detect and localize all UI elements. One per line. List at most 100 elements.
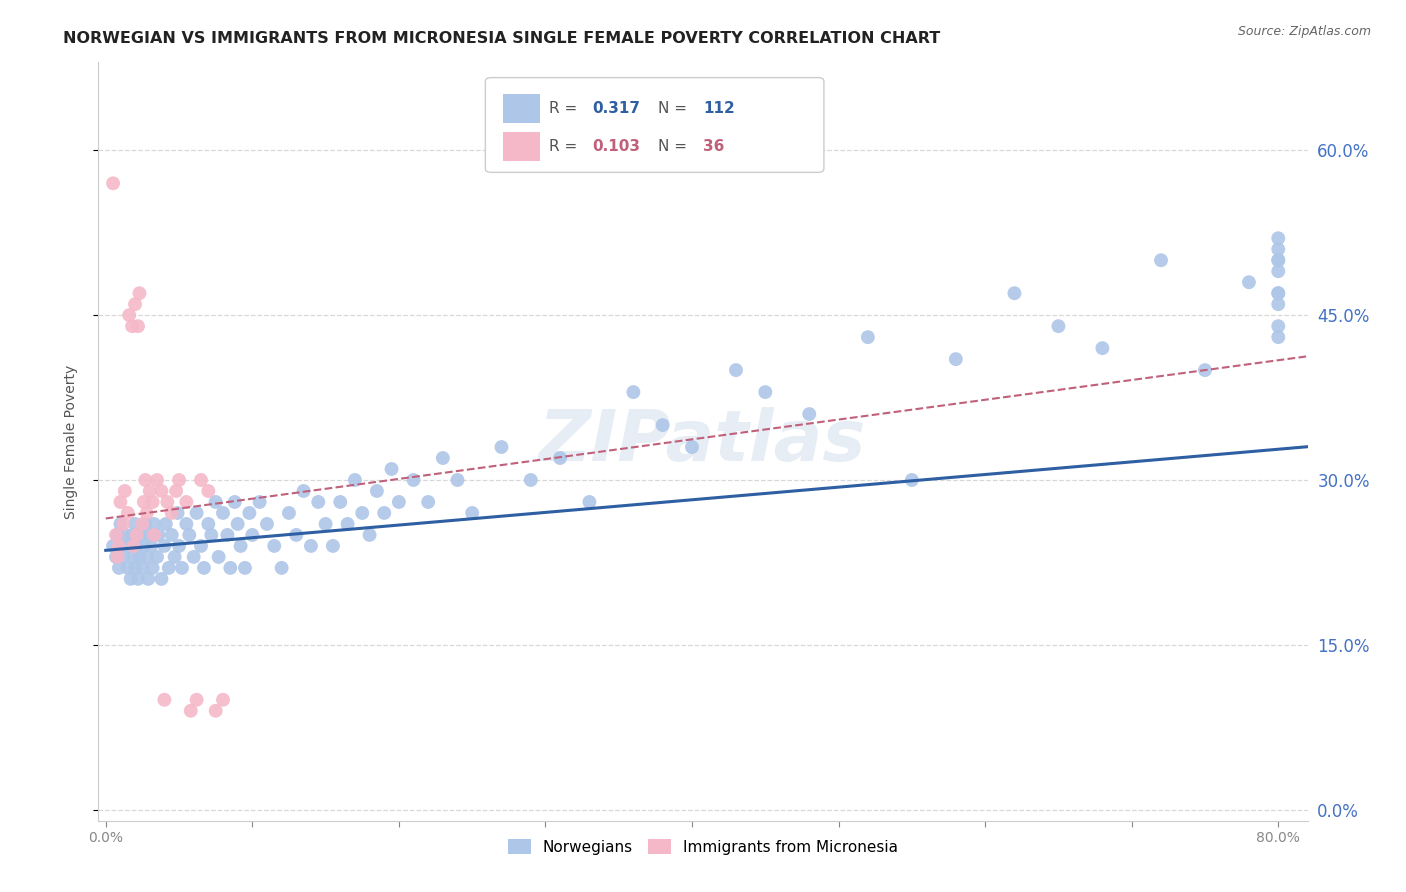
Legend: Norwegians, Immigrants from Micronesia: Norwegians, Immigrants from Micronesia [501,831,905,863]
Point [1237,275,1260,289]
Point [114,528,136,542]
Point [233,561,256,575]
Text: NORWEGIAN VS IMMIGRANTS FROM MICRONESIA SINGLE FEMALE POVERTY CORRELATION CHART: NORWEGIAN VS IMMIGRANTS FROM MICRONESIA … [63,31,941,46]
Point [138,483,160,498]
Point [229,539,252,553]
Point [1267,231,1289,245]
Point [1047,319,1070,334]
Point [132,539,155,553]
Point [110,539,132,553]
Point [322,539,344,553]
Point [153,539,176,553]
Point [945,352,967,367]
Point [336,516,359,531]
Point [129,528,152,542]
Point [352,506,374,520]
Point [118,539,141,553]
Y-axis label: Single Female Poverty: Single Female Poverty [63,365,77,518]
Point [373,506,395,520]
Text: 36: 36 [703,139,724,154]
Point [681,440,703,454]
Point [1150,253,1173,268]
Point [165,483,187,498]
Point [143,516,166,531]
Point [163,549,186,564]
Point [256,516,278,531]
Point [183,549,205,564]
Point [131,561,153,575]
Point [112,516,135,531]
Point [651,418,673,433]
Point [105,549,128,564]
Point [270,561,292,575]
Point [101,177,124,191]
Point [141,539,163,553]
Point [125,528,148,542]
Point [150,572,173,586]
Point [124,297,146,311]
Point [1267,242,1289,256]
Point [204,704,226,718]
Point [176,516,198,531]
FancyBboxPatch shape [485,78,824,172]
Point [799,407,821,421]
Point [118,308,141,322]
Point [1267,253,1289,268]
Point [117,506,139,520]
Point [107,528,129,542]
Point [219,561,242,575]
Point [212,692,235,706]
Point [108,539,131,553]
Point [121,319,143,334]
Text: R =: R = [550,101,582,116]
Text: N =: N = [658,139,692,154]
Point [179,528,201,542]
Point [1267,319,1289,334]
Point [197,483,219,498]
Point [366,483,388,498]
Point [343,473,366,487]
Point [446,473,468,487]
Point [329,495,352,509]
Text: 112: 112 [703,101,735,116]
Point [388,495,411,509]
Point [142,495,165,509]
Point [134,516,156,531]
Point [856,330,879,344]
Point [315,516,337,531]
Bar [503,132,540,161]
Point [136,572,159,586]
Text: ZIPatlas: ZIPatlas [540,407,866,476]
Point [190,539,212,553]
Point [176,495,198,509]
Point [120,572,142,586]
Point [160,528,183,542]
Point [212,506,235,520]
Point [1267,286,1289,301]
Point [110,495,132,509]
Point [204,495,226,509]
Point [128,286,150,301]
Point [160,506,183,520]
Point [125,539,148,553]
Point [124,561,146,575]
Point [520,473,543,487]
Point [150,483,173,498]
Point [491,440,513,454]
Point [131,516,153,531]
Text: N =: N = [658,101,692,116]
Point [1091,341,1114,355]
Point [170,561,193,575]
Point [156,495,179,509]
Point [1267,253,1289,268]
Text: Source: ZipAtlas.com: Source: ZipAtlas.com [1237,25,1371,38]
Point [117,561,139,575]
Point [167,473,190,487]
Point [359,528,381,542]
Point [1267,297,1289,311]
Point [548,450,571,465]
Point [461,506,484,520]
Point [135,549,157,564]
Point [146,473,169,487]
Point [1267,264,1289,278]
